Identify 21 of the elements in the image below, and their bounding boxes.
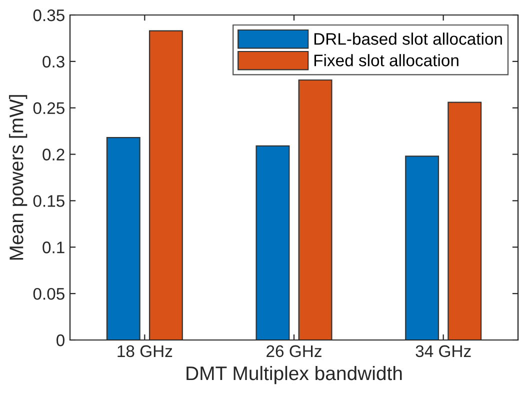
y-tick-label: 0.25 (33, 102, 64, 114)
y-tick-label: 0.05 (33, 288, 64, 300)
y-tick-label: 0.1 (42, 242, 64, 254)
bar (448, 102, 482, 340)
bar (405, 156, 440, 340)
y-tick-label: 0 (56, 334, 64, 346)
y-tick-label: 0.3 (42, 56, 64, 68)
legend-label: Fixed slot allocation (314, 54, 458, 66)
y-axis-title: Mean powers [mW] (9, 95, 28, 260)
x-tick-label: 34 GHz (416, 345, 471, 358)
x-tick-label: 26 GHz (266, 345, 322, 358)
y-tick-label: 0.2 (42, 148, 64, 160)
x-axis-title: DMT Multiplex bandwidth (186, 366, 402, 384)
bar (106, 137, 140, 340)
bar (298, 79, 332, 340)
y-tick-label: 0.15 (33, 195, 64, 207)
legend-label: DRL-based slot allocation (314, 32, 502, 45)
bar (256, 145, 290, 340)
x-tick-label: 18 GHz (118, 345, 172, 358)
bar (148, 30, 183, 340)
y-tick-label: 0.35 (33, 9, 64, 22)
